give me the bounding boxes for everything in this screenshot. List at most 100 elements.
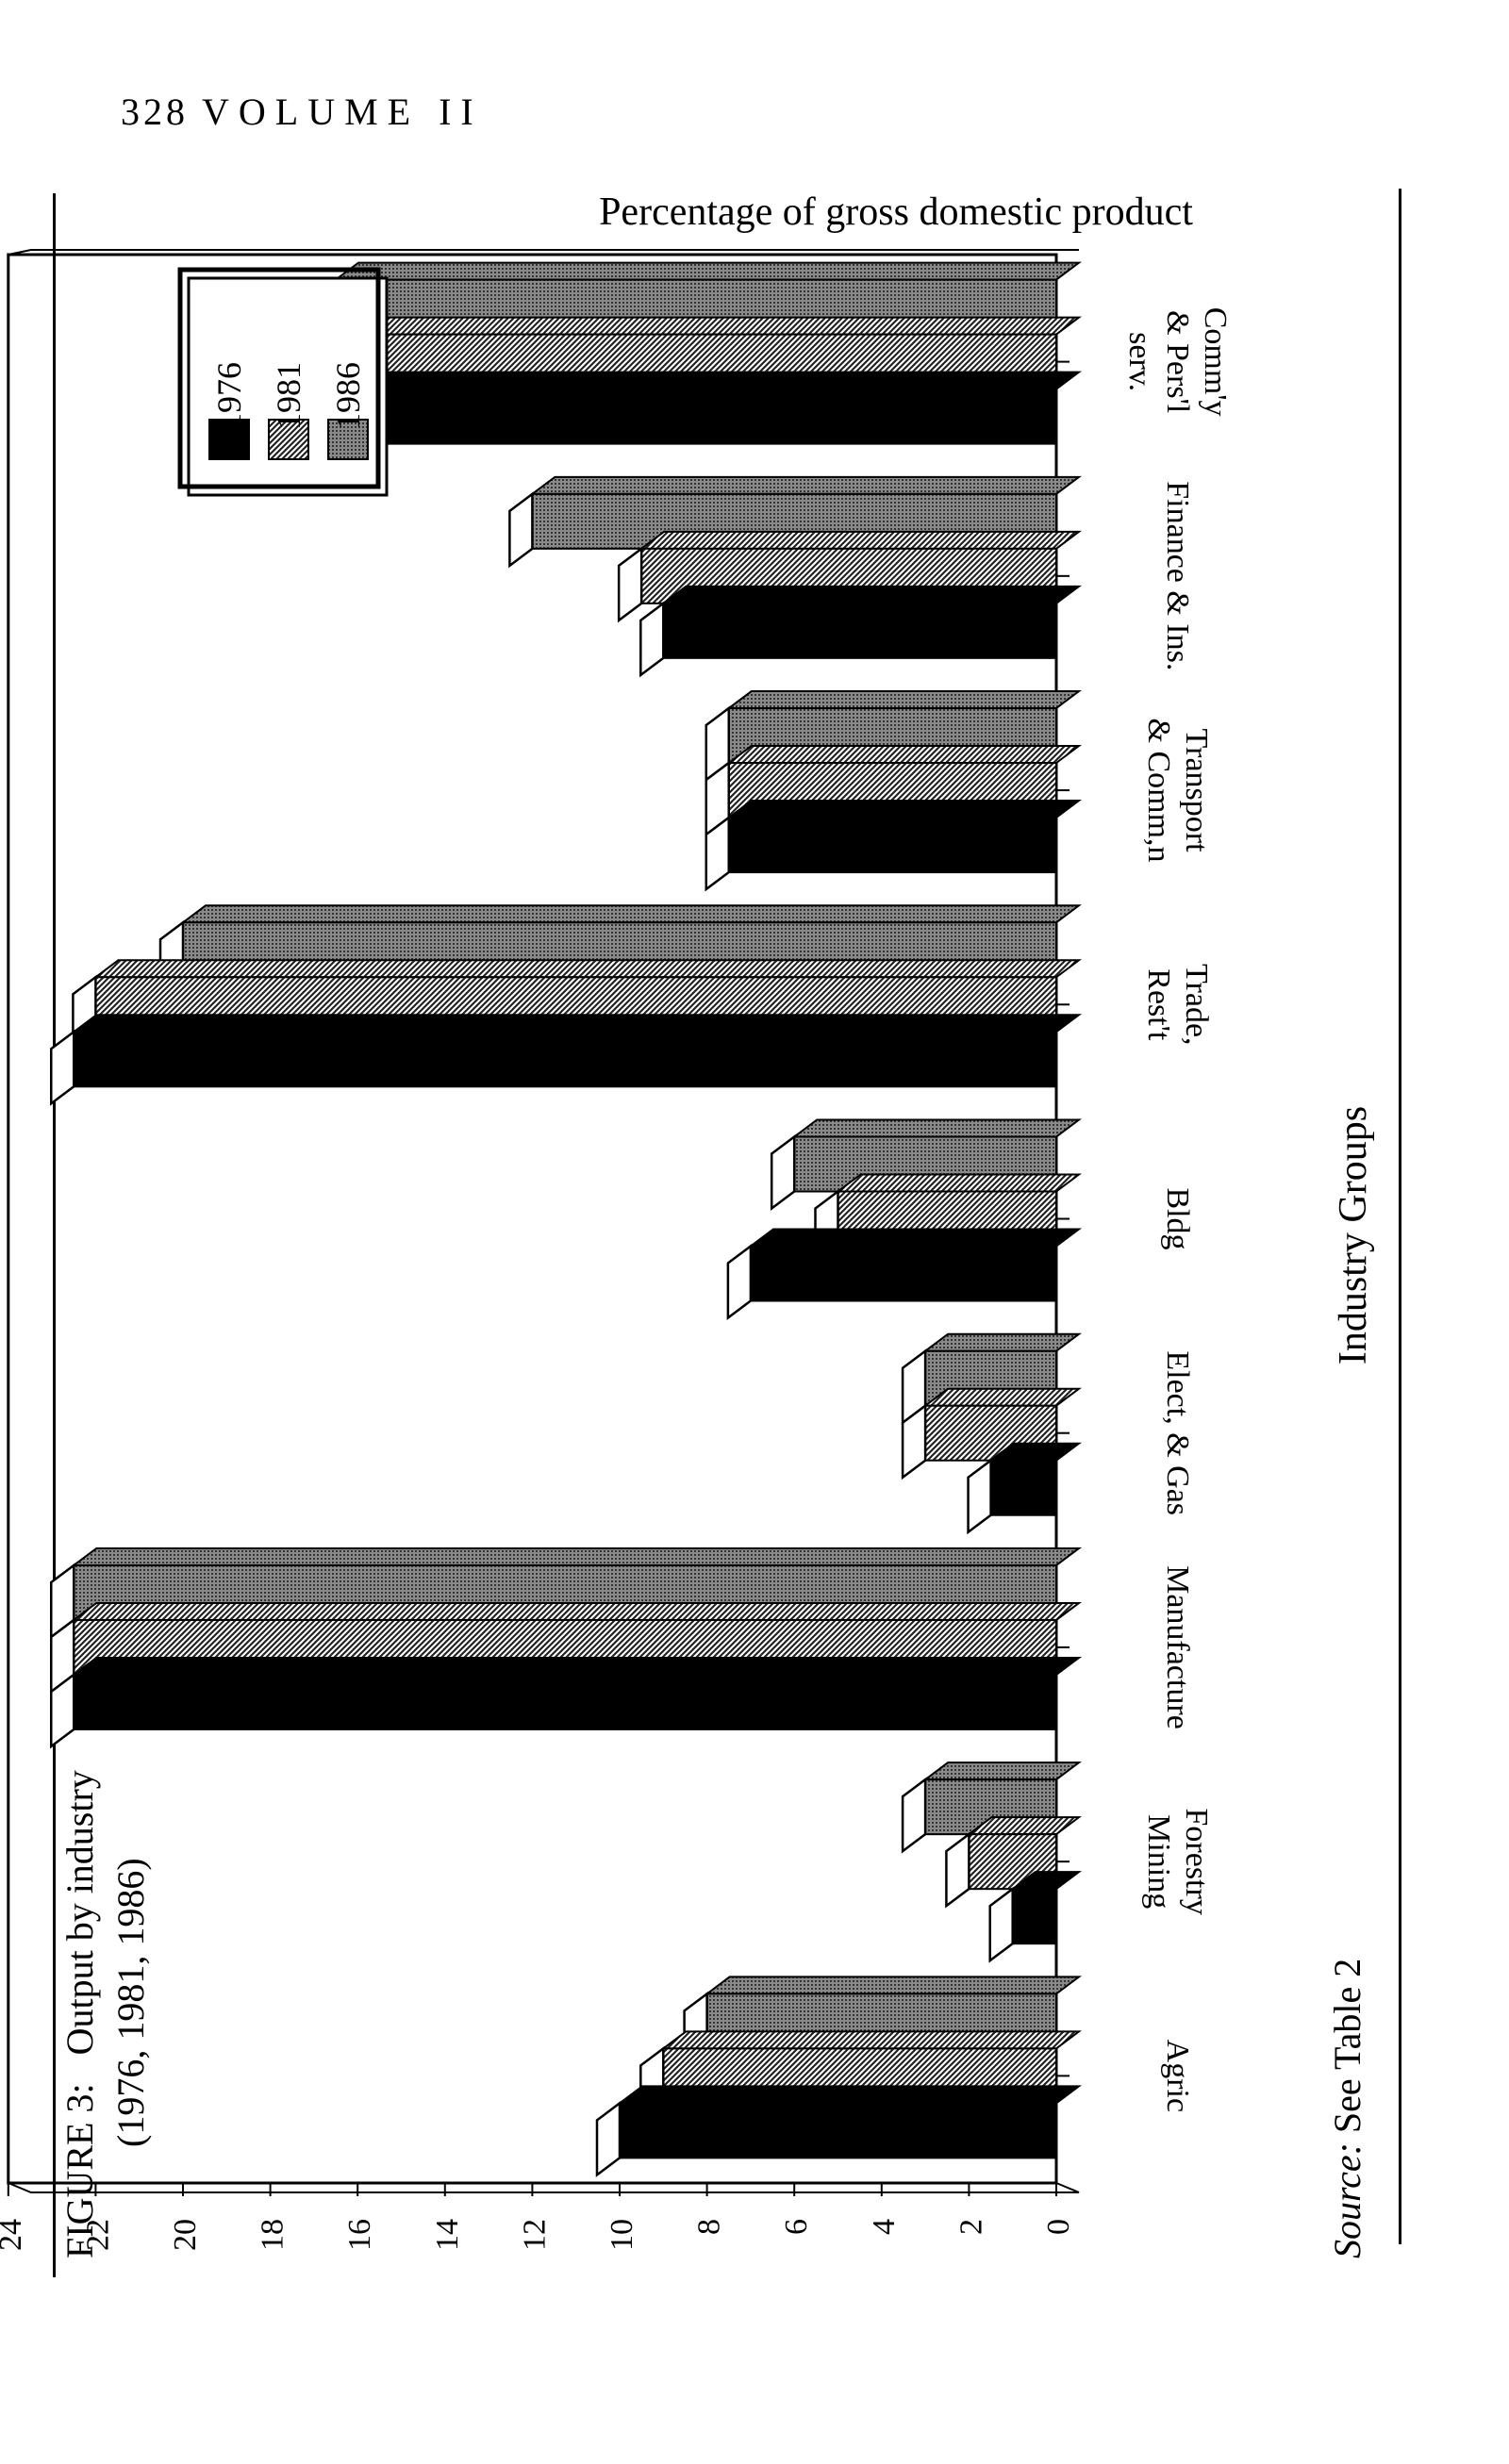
category-label: Bldg [1160,1187,1195,1249]
bar-top-1986 [704,1976,1082,1995]
category-label-line: Manufacture [1160,1565,1195,1729]
category-label-line: Rest't [1141,968,1176,1041]
chart-title: Percentage of gross domestic product [599,190,1193,234]
bar-top-1986 [529,475,1082,495]
bar-cap-1976 [50,1672,75,1749]
bar-top-1981 [638,530,1082,550]
bar-top-1986 [791,1118,1082,1138]
category-label-line: Bldg [1160,1187,1195,1249]
category-label-line: & Pers'l [1160,310,1195,413]
category-label: Comm'y& Pers'lserv. [1122,307,1233,417]
category-label-line: serv. [1122,332,1157,391]
category-label: Agric [1160,2040,1195,2112]
plot-floor-edge [8,2182,1080,2193]
value-axis-tick-label: 2 [953,2219,988,2235]
bar-top-1986 [922,1761,1082,1781]
bar-top-1976 [71,1656,1082,1676]
bar-1976 [989,1459,1058,1516]
bar-cap-1986 [770,1134,796,1211]
category-label: ForestryMining [1141,1809,1214,1915]
bar-top-1981 [71,1601,1082,1621]
category-label-line: Transport [1179,729,1214,853]
right-rule [1399,189,1401,2244]
value-axis-tick-label: 12 [517,2219,552,2251]
value-axis-tick-label: 0 [1041,2219,1076,2235]
legend-swatch [327,419,369,460]
bar-cap-1976 [595,2100,622,2177]
category-label: Trade,Rest't [1141,964,1214,1046]
category-label-line: Forestry [1179,1809,1214,1915]
category-label-line: Agric [1160,2040,1195,2112]
bar-cap-1976 [705,815,730,892]
bar-cap-1976 [639,601,665,678]
value-axis-tick-label: 22 [80,2219,115,2251]
bar-top-1981 [835,1173,1082,1193]
page-number: 328 [121,91,189,133]
bar-top-1986 [922,1332,1082,1352]
category-label-line: Comm'y [1198,307,1233,417]
value-axis-tick-label: 16 [342,2219,377,2251]
bar-top-1976 [747,1228,1082,1248]
category-axis-label: Industry Groups [1332,1106,1375,1364]
bar-cap-1976 [988,1886,1014,1963]
bar-cap-1976 [50,1029,75,1106]
bar-top-1981 [660,2030,1082,2050]
bar-top-1976 [617,2085,1082,2105]
value-axis-tick-label: 10 [605,2219,639,2251]
legend-label: 1981 [270,362,307,430]
bar-top-1986 [71,1546,1082,1566]
bar-cap-1981 [901,1403,927,1480]
bar-top-1981 [725,745,1082,765]
bar-cap-1981 [617,546,643,623]
value-axis-tick-label: 4 [867,2219,902,2235]
legend-label: 1986 [329,362,367,430]
category-label: Manufacture [1160,1565,1195,1729]
category-label-line: Mining [1141,1814,1176,1909]
category-label: Finance & Ins. [1160,481,1195,670]
bar-top-1981 [92,959,1082,979]
bar-1976 [619,2102,1057,2159]
bar-top-1981 [289,316,1082,336]
value-axis-tick-label: 8 [692,2219,727,2235]
bar-1976 [73,1031,1057,1088]
bar-cap-1981 [945,1831,970,1909]
category-label-line: Finance & Ins. [1160,481,1195,670]
value-axis-tick-label: 6 [779,2219,814,2235]
value-axis-tick-label: 20 [168,2219,203,2251]
bar-1976 [727,817,1057,874]
bar-top-1976 [71,1014,1082,1034]
bar-top-1981 [922,1387,1082,1407]
bar-1976 [662,602,1057,659]
bar-1976 [1011,1888,1057,1945]
bar-1976 [749,1245,1058,1302]
category-label: Elect, & Gas [1160,1350,1195,1515]
bar-top-1986 [333,261,1082,281]
left-rule [53,193,56,2277]
page-header: 328 VOLUME II [121,90,483,134]
bar-top-1986 [180,904,1082,924]
bar-1976 [335,388,1057,445]
legend-swatch [268,419,309,460]
legend-shadow [177,267,381,489]
bar-cap-1976 [967,1458,992,1535]
legend-label: 1976 [210,362,248,430]
category-label-line: & Comm,n [1141,719,1176,863]
category-label-line: Elect, & Gas [1160,1350,1195,1515]
legend-swatch [208,419,250,460]
bar-cap-1986 [901,1777,927,1854]
category-label: Transport& Comm,n [1141,719,1214,863]
value-axis-tick-label: 14 [430,2219,465,2251]
value-axis-tick-label: 18 [256,2219,290,2251]
plot-back-edge [8,249,1079,256]
bar-top-1986 [725,690,1082,710]
volume-label: VOLUME II [202,91,483,133]
value-axis-tick-label: 24 [0,2219,28,2251]
bar-top-1976 [725,800,1082,819]
bar-cap-1976 [726,1244,753,1320]
bar-top-1976 [333,371,1082,390]
bar-top-1976 [660,585,1082,604]
bar-1976 [73,1673,1057,1730]
bar-cap-1986 [508,491,534,569]
category-label-line: Trade, [1179,964,1214,1046]
